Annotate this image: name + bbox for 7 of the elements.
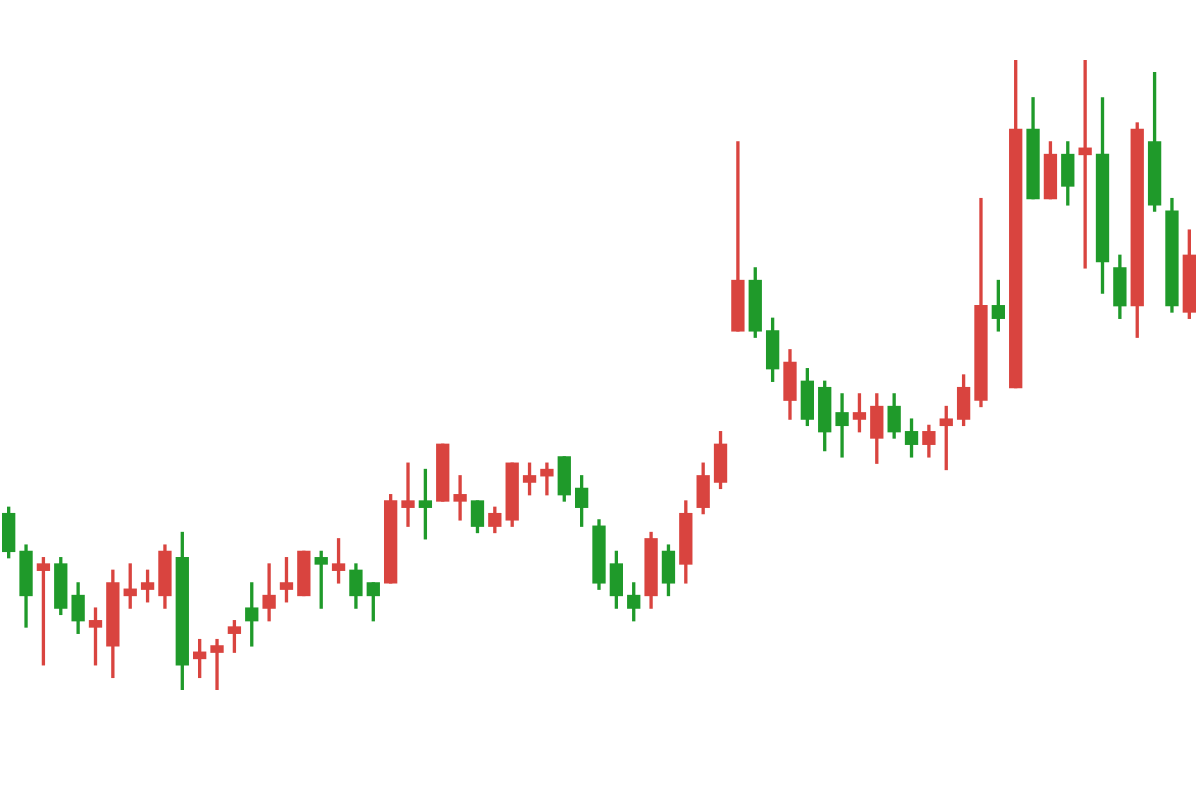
candlestick — [835, 393, 849, 458]
candlestick — [540, 462, 554, 496]
candlestick — [453, 475, 467, 521]
candlestick — [262, 563, 276, 622]
candlestick — [401, 462, 415, 527]
candlestick — [1078, 60, 1092, 269]
candlestick — [210, 638, 224, 690]
